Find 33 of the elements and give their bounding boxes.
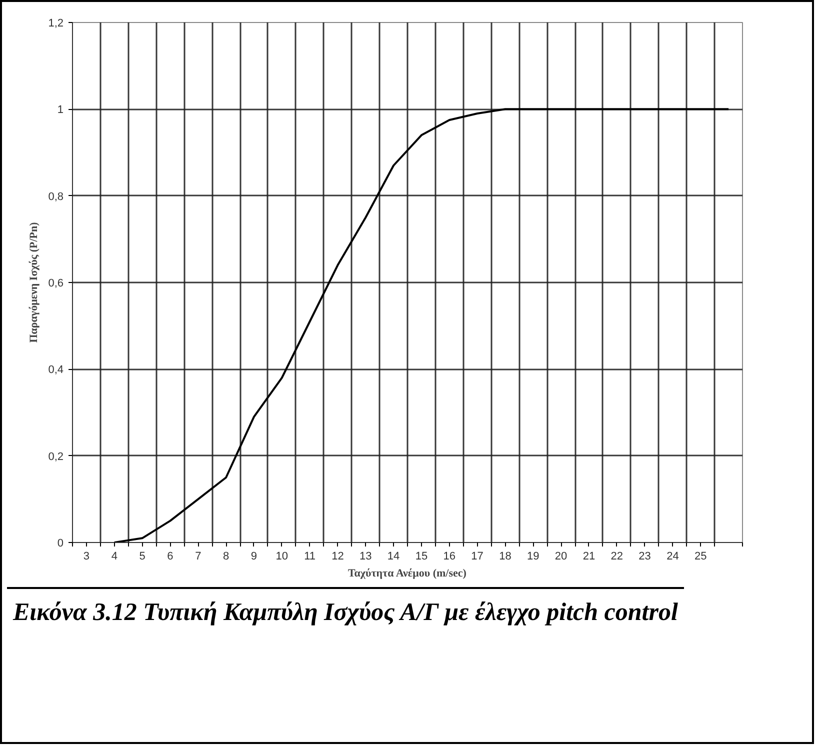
text: Εικόνα 3.12 Τυπική Καμπύλη Ισχύος Α/Γ με έλεγχο pitch control <box>7 587 684 636</box>
x-tick-label: 7 <box>195 550 202 562</box>
x-tick-label: 15 <box>415 550 428 562</box>
x-tick-label: 8 <box>222 550 230 562</box>
x-tick-label: 3 <box>83 550 90 562</box>
x-tick-label: 24 <box>666 550 679 562</box>
x-tick-label: 5 <box>139 550 146 562</box>
x-tick-label: 14 <box>387 550 400 562</box>
y-tick-label: 1 <box>57 104 64 116</box>
y-tick-label: 0,4 <box>48 364 64 376</box>
y-tick-label: 0,2 <box>48 450 64 463</box>
y-tick-label: 0 <box>57 538 64 550</box>
x-tick-label: 9 <box>250 550 258 562</box>
y-tick-label: 1,2 <box>48 18 64 30</box>
x-tick-label: 10 <box>276 550 288 562</box>
y-tick-label: 0,8 <box>48 190 64 203</box>
x-tick-label: 11 <box>304 550 316 562</box>
x-tick-label: 13 <box>360 550 372 562</box>
y-axis-title: Παραγόμενη Ισχύς (P/Pn) <box>28 222 40 343</box>
x-tick-label: 20 <box>554 550 568 562</box>
x-tick-label: 18 <box>499 550 512 562</box>
x-tick-label: 23 <box>638 550 651 562</box>
x-tick-label: 4 <box>111 550 118 562</box>
x-tick-label: 6 <box>167 550 174 562</box>
x-tick-label: 21 <box>582 550 596 562</box>
x-axis-title: Ταχύτητα Ανέμου (m/sec) <box>348 568 467 580</box>
x-tick-label: 12 <box>332 550 344 562</box>
x-tick-label: 19 <box>527 550 540 562</box>
x-tick-label: 25 <box>694 550 707 562</box>
y-tick-label: 0,6 <box>48 278 64 290</box>
x-tick-label: 22 <box>610 550 624 562</box>
x-tick-label: 16 <box>443 550 456 562</box>
x-tick-label: 17 <box>471 550 484 562</box>
